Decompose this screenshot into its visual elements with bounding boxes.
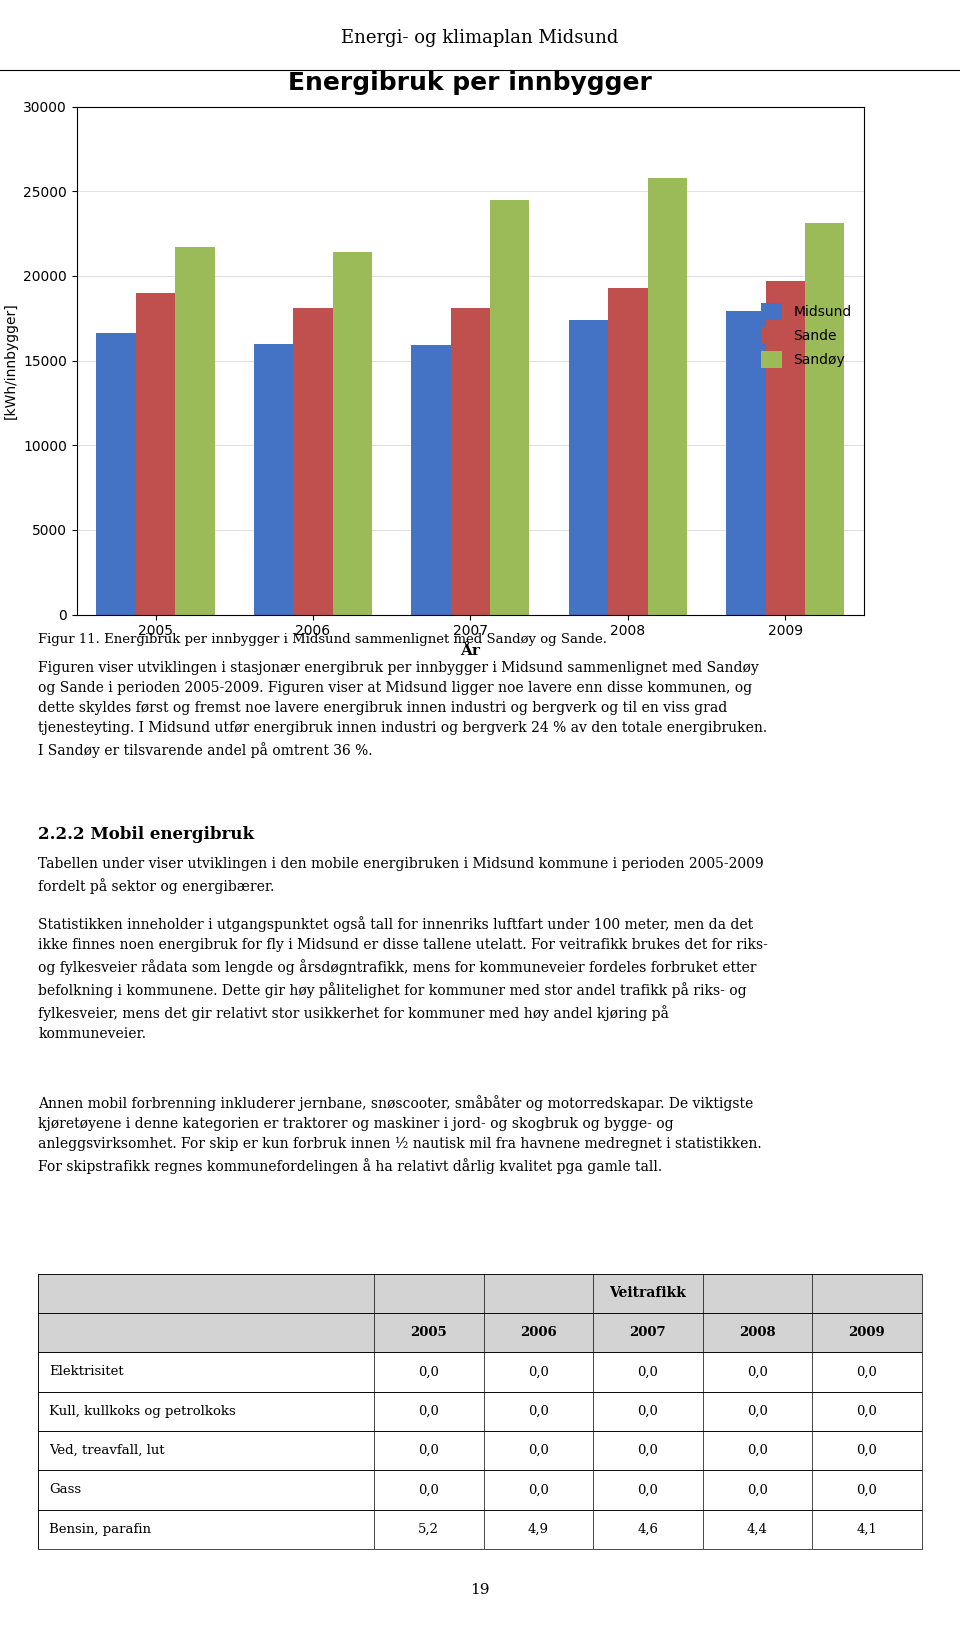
Text: 0,0: 0,0: [856, 1405, 877, 1418]
Text: 0,0: 0,0: [637, 1365, 659, 1378]
Bar: [38, 1313, 922, 1352]
Text: Veitrafikk: Veitrafikk: [610, 1287, 686, 1300]
Text: 0,0: 0,0: [747, 1405, 768, 1418]
Bar: [568, 320, 609, 615]
Bar: [609, 288, 647, 615]
Text: 2005: 2005: [410, 1326, 447, 1339]
Text: 0,0: 0,0: [747, 1444, 768, 1457]
Bar: [490, 200, 529, 615]
Text: 0,0: 0,0: [528, 1405, 549, 1418]
Bar: [253, 344, 294, 615]
Text: 2007: 2007: [630, 1326, 666, 1339]
Text: 0,0: 0,0: [637, 1483, 659, 1496]
Text: 4,9: 4,9: [528, 1523, 549, 1536]
Text: Annen mobil forbrenning inkluderer jernbane, snøscooter, småbåter og motorredska: Annen mobil forbrenning inkluderer jernb…: [38, 1095, 762, 1174]
Bar: [135, 293, 175, 615]
Text: 0,0: 0,0: [528, 1444, 549, 1457]
Text: 0,0: 0,0: [419, 1405, 440, 1418]
Legend: Midsund, Sande, Sandøy: Midsund, Sande, Sandøy: [756, 297, 857, 374]
Bar: [411, 346, 451, 615]
Text: 4,6: 4,6: [637, 1523, 659, 1536]
Text: 4,1: 4,1: [856, 1523, 877, 1536]
Bar: [38, 1352, 922, 1392]
Bar: [766, 280, 804, 615]
Bar: [332, 252, 372, 615]
Text: Kull, kullkoks og petrolkoks: Kull, kullkoks og petrolkoks: [49, 1405, 236, 1418]
Bar: [451, 308, 490, 615]
Bar: [96, 333, 135, 615]
Text: 0,0: 0,0: [856, 1483, 877, 1496]
Text: Figuren viser utviklingen i stasjonær energibruk per innbygger i Midsund sammenl: Figuren viser utviklingen i stasjonær en…: [38, 661, 768, 757]
Text: 0,0: 0,0: [637, 1444, 659, 1457]
Text: Figur 11. Energibruk per innbygger i Midsund sammenlignet med Sandøy og Sande.: Figur 11. Energibruk per innbygger i Mid…: [38, 633, 608, 646]
Y-axis label: [kWh/innbygger]: [kWh/innbygger]: [4, 302, 17, 420]
Text: 0,0: 0,0: [747, 1365, 768, 1378]
Title: Energibruk per innbygger: Energibruk per innbygger: [288, 70, 653, 95]
Text: 0,0: 0,0: [419, 1365, 440, 1378]
Text: 0,0: 0,0: [747, 1483, 768, 1496]
Text: 5,2: 5,2: [419, 1523, 440, 1536]
Bar: [38, 1392, 922, 1431]
Text: 0,0: 0,0: [528, 1365, 549, 1378]
Text: 4,4: 4,4: [747, 1523, 768, 1536]
Text: Energi- og klimaplan Midsund: Energi- og klimaplan Midsund: [342, 30, 618, 46]
Bar: [175, 247, 215, 615]
X-axis label: År: År: [461, 644, 480, 657]
Text: Bensin, parafin: Bensin, parafin: [49, 1523, 151, 1536]
Text: 0,0: 0,0: [419, 1483, 440, 1496]
Bar: [726, 311, 766, 615]
Text: 0,0: 0,0: [637, 1405, 659, 1418]
Bar: [38, 1431, 922, 1470]
Text: Elektrisitet: Elektrisitet: [49, 1365, 124, 1378]
Text: Tabellen under viser utviklingen i den mobile energibruken i Midsund kommune i p: Tabellen under viser utviklingen i den m…: [38, 857, 764, 895]
Bar: [294, 308, 332, 615]
Text: 0,0: 0,0: [419, 1444, 440, 1457]
Text: 2008: 2008: [739, 1326, 776, 1339]
Text: 0,0: 0,0: [856, 1444, 877, 1457]
Bar: [38, 1510, 922, 1549]
Text: Statistikken inneholder i utgangspunktet også tall for innenriks luftfart under : Statistikken inneholder i utgangspunktet…: [38, 916, 768, 1041]
Text: Gass: Gass: [49, 1483, 82, 1496]
Bar: [804, 223, 845, 615]
Text: 2006: 2006: [520, 1326, 557, 1339]
Text: 19: 19: [470, 1583, 490, 1596]
Text: 0,0: 0,0: [856, 1365, 877, 1378]
Bar: [38, 1470, 922, 1510]
Text: 2009: 2009: [849, 1326, 885, 1339]
Text: 2.2.2 Mobil energibruk: 2.2.2 Mobil energibruk: [38, 826, 254, 842]
Bar: [647, 177, 687, 615]
Text: 0,0: 0,0: [528, 1483, 549, 1496]
Text: Ved, treavfall, lut: Ved, treavfall, lut: [49, 1444, 164, 1457]
Bar: [38, 1274, 922, 1313]
